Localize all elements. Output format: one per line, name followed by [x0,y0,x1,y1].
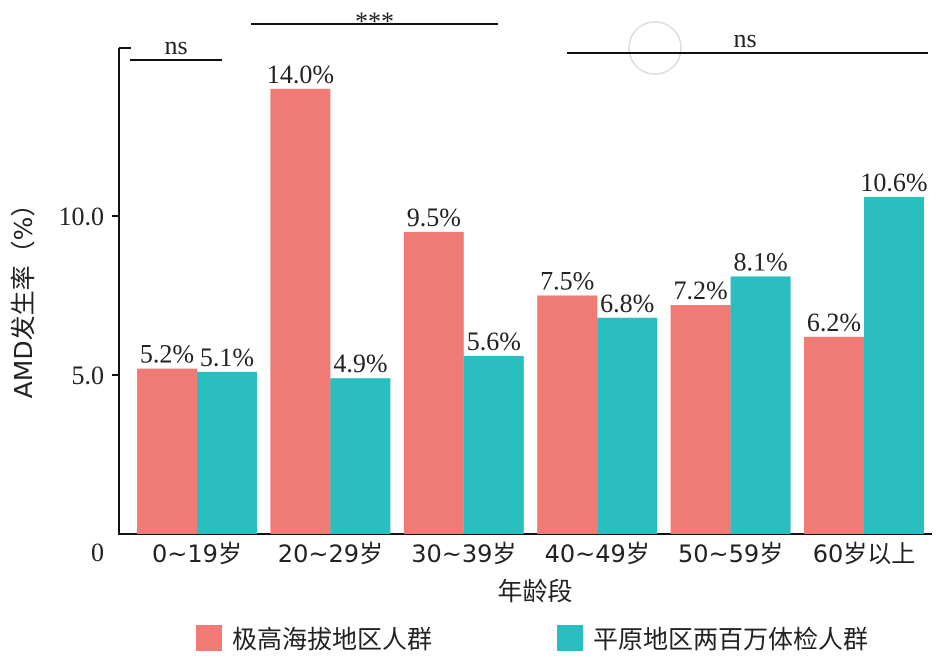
x-tick-label: 40~49岁 [545,540,650,568]
data-label: 5.6% [467,327,521,356]
bar-0 [537,295,598,534]
legend-swatch-1 [557,625,583,651]
bar-0 [137,368,197,534]
data-label: 6.2% [807,308,861,337]
y-tick-label: 5.0 [72,361,105,390]
data-label: 5.1% [200,343,254,372]
legend-label-0: 极高海拔地区人群 [232,625,432,654]
x-tick-label: 50~59岁 [678,540,783,568]
bar-1 [730,276,791,534]
legend-label-1: 平原地区两百万体检人群 [593,625,868,654]
data-label: 9.5% [407,203,461,232]
bar-0 [670,305,731,534]
significance-label: ns [733,24,756,53]
x-tick-label: 30~39岁 [411,540,516,568]
data-label: 8.1% [734,247,788,276]
bar-1 [597,317,658,534]
significance-label: ns [164,31,187,60]
x-tick-label: 60岁以上 [813,540,916,568]
bar-1 [197,371,257,534]
x-axis-label: 年龄段 [497,577,572,606]
bar-1 [864,196,924,535]
y-tick-label: 10.0 [59,202,105,231]
legend-swatch-0 [196,625,222,651]
data-label: 7.5% [540,267,594,296]
data-label: 10.6% [860,168,927,197]
bar-0 [403,231,464,534]
data-label: 6.8% [600,289,654,318]
data-label: 4.9% [333,349,387,378]
data-label: 5.2% [140,340,194,369]
x-tick-label: 0~19岁 [152,540,242,568]
data-label: 14.0% [267,60,334,89]
x-tick-label: 20~29岁 [278,540,383,568]
bar-1 [330,378,391,534]
data-label: 7.2% [674,276,728,305]
bar-0 [270,88,331,535]
y-tick-label: 0 [91,538,104,567]
bar-1 [463,355,524,534]
significance-label: *** [355,7,394,36]
bar-0 [804,336,864,534]
watermark-logo [628,21,682,75]
y-axis-label: AMD发生率（%） [9,192,38,399]
